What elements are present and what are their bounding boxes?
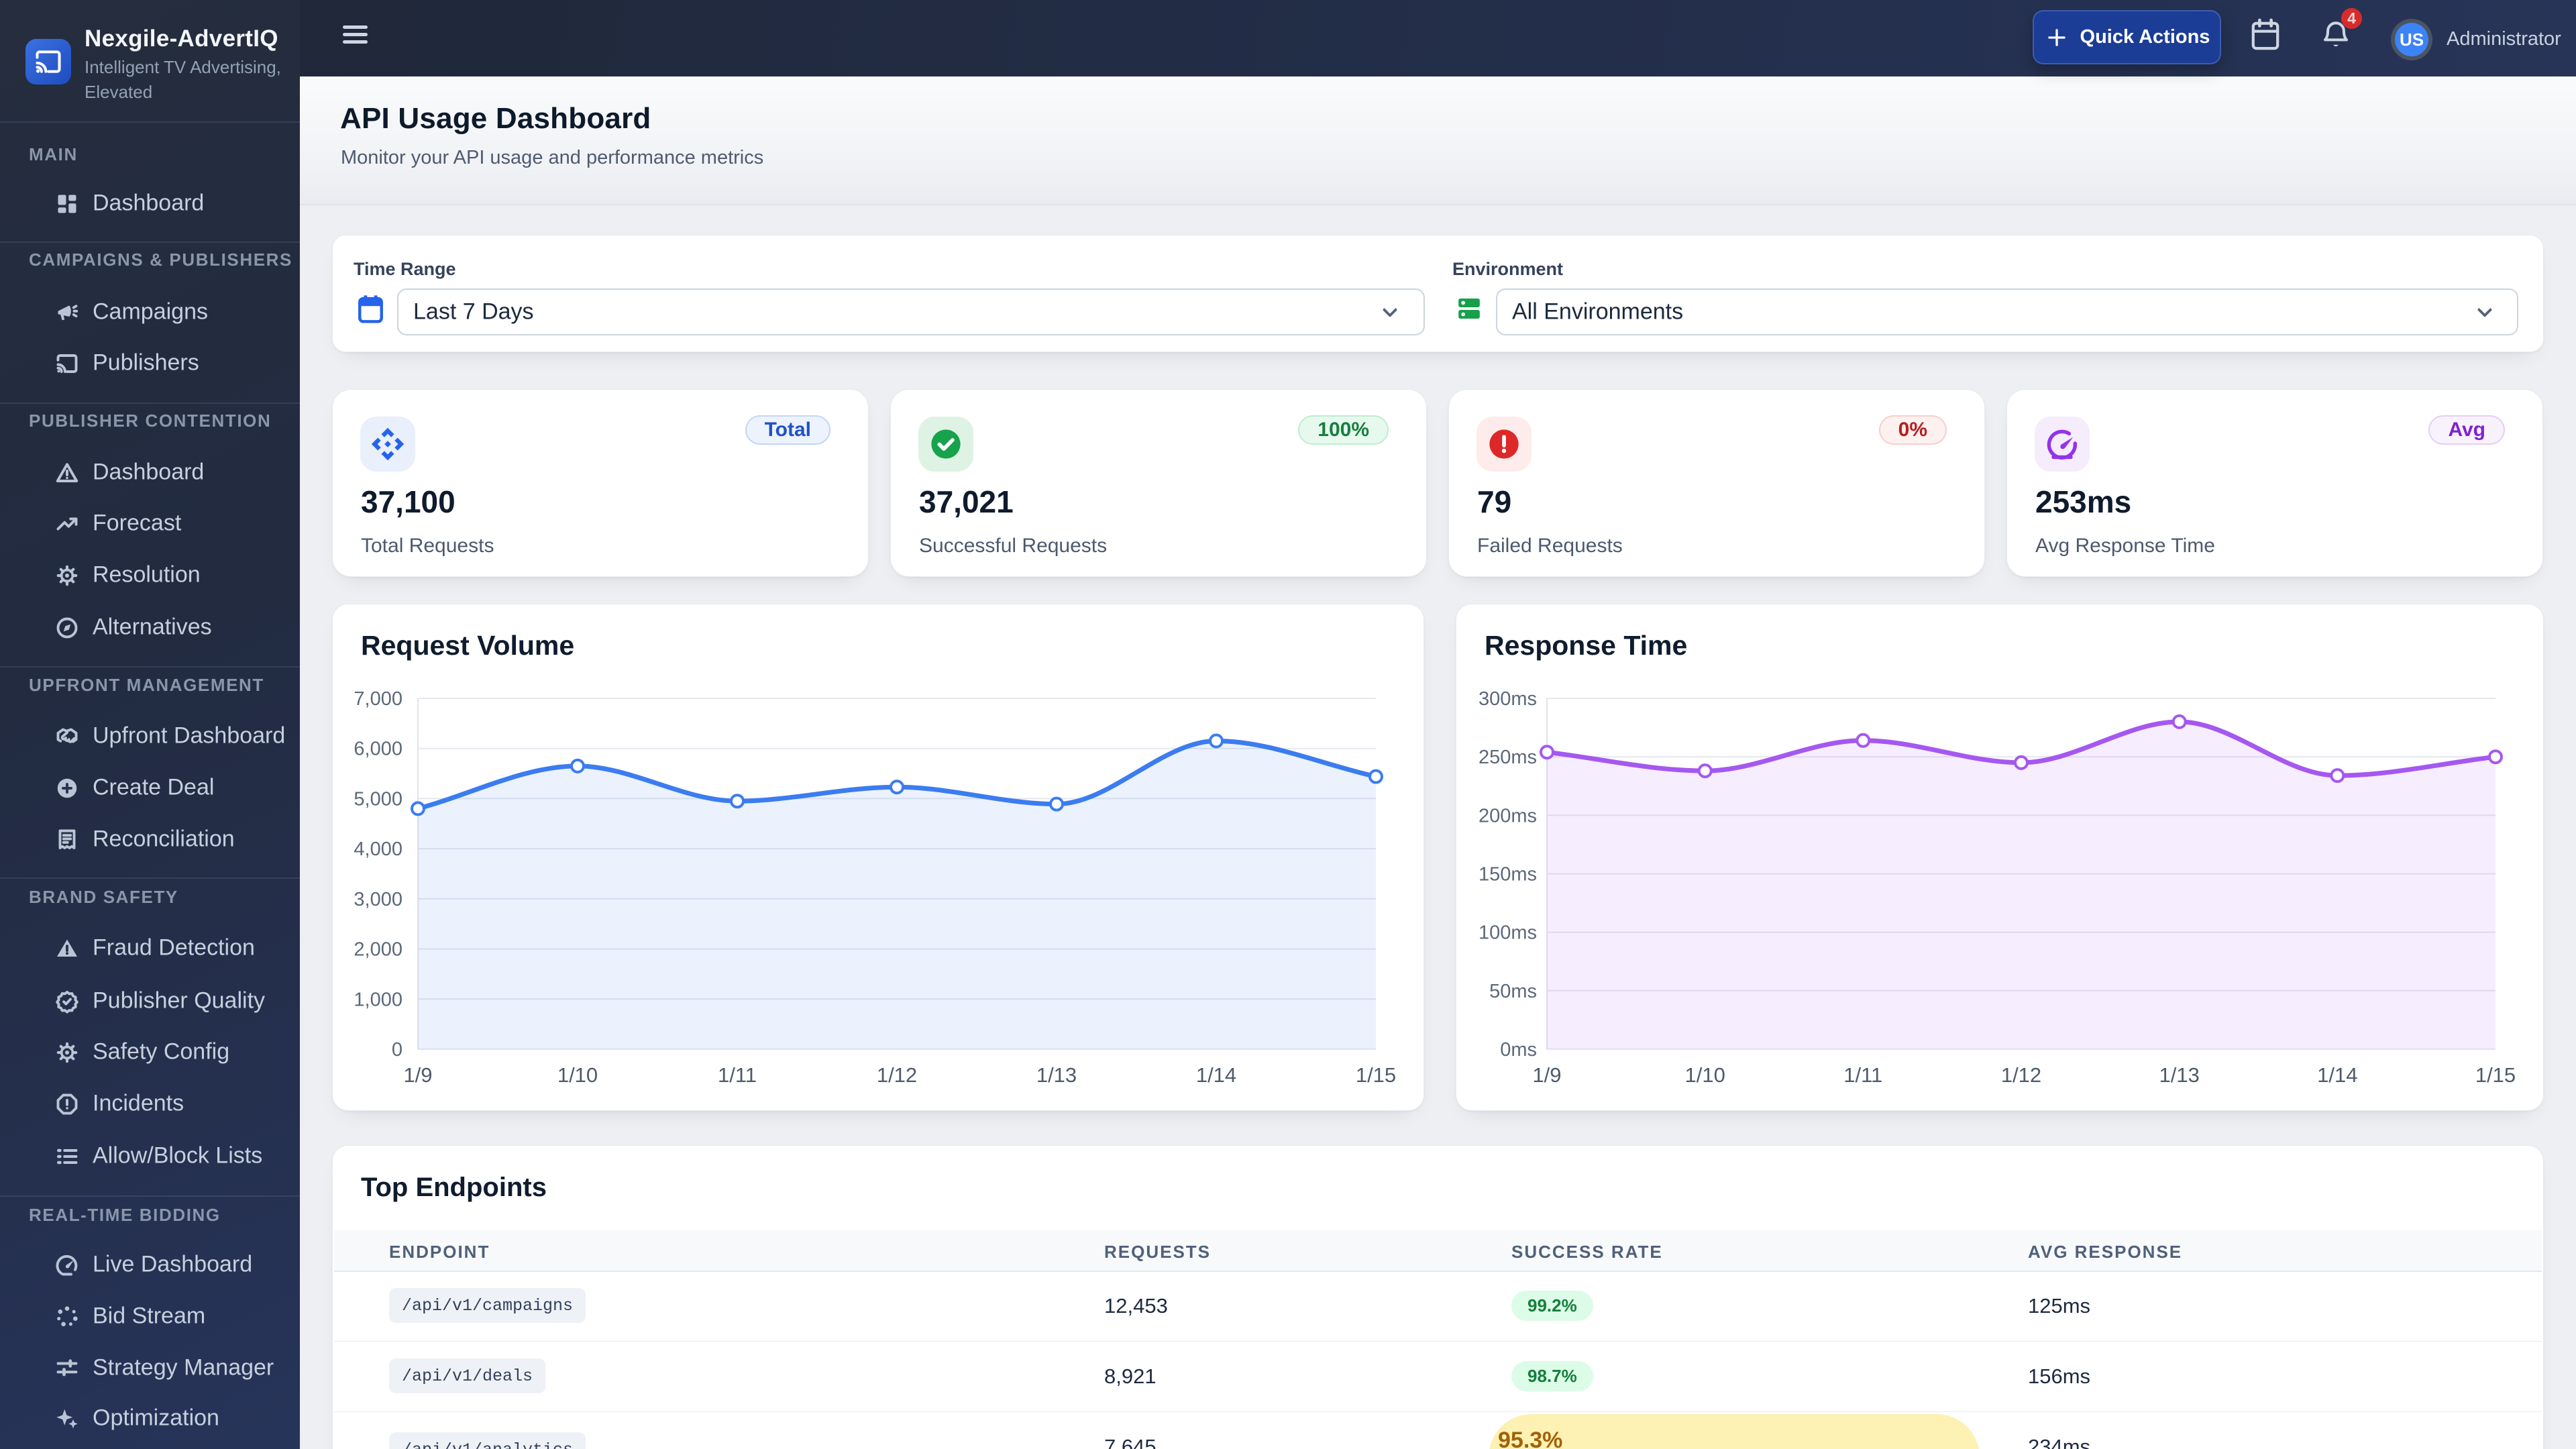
svg-text:250ms: 250ms	[1479, 747, 1537, 768]
svg-text:1/12: 1/12	[2001, 1063, 2041, 1087]
svg-text:150ms: 150ms	[1479, 864, 1537, 885]
svg-text:1/11: 1/11	[718, 1063, 757, 1087]
svg-text:3,000: 3,000	[354, 889, 402, 910]
svg-text:300ms: 300ms	[1479, 688, 1537, 710]
svg-text:1/15: 1/15	[1356, 1063, 1396, 1087]
svg-text:1/10: 1/10	[1685, 1063, 1725, 1087]
svg-text:0: 0	[392, 1039, 402, 1061]
svg-text:1/14: 1/14	[1196, 1063, 1236, 1087]
svg-text:1/13: 1/13	[1036, 1063, 1077, 1087]
svg-text:7,000: 7,000	[354, 688, 402, 710]
svg-text:1/9: 1/9	[1532, 1063, 1561, 1087]
svg-text:2,000: 2,000	[354, 939, 402, 961]
svg-text:1,000: 1,000	[354, 989, 402, 1010]
svg-text:1/11: 1/11	[1843, 1063, 1882, 1087]
svg-text:6,000: 6,000	[354, 739, 402, 760]
svg-text:100ms: 100ms	[1479, 922, 1537, 944]
svg-text:200ms: 200ms	[1479, 805, 1537, 826]
svg-text:4,000: 4,000	[354, 839, 402, 860]
svg-text:1/12: 1/12	[877, 1063, 917, 1087]
svg-text:0ms: 0ms	[1500, 1039, 1537, 1061]
svg-text:50ms: 50ms	[1489, 981, 1537, 1002]
svg-text:1/9: 1/9	[403, 1063, 432, 1087]
svg-text:5,000: 5,000	[354, 788, 402, 810]
svg-text:1/13: 1/13	[2159, 1063, 2200, 1087]
svg-text:1/10: 1/10	[557, 1063, 598, 1087]
svg-text:1/14: 1/14	[2317, 1063, 2357, 1087]
svg-text:1/15: 1/15	[2475, 1063, 2516, 1087]
